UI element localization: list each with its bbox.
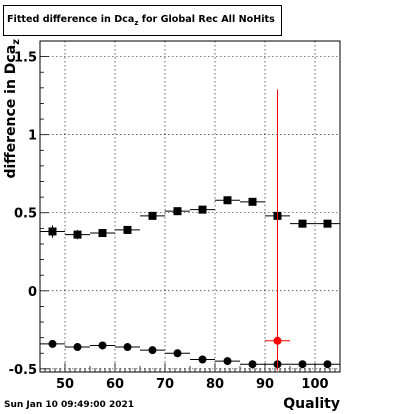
x-tick-label: 90 <box>256 377 274 392</box>
chart-title-box: Fitted difference in Dcaz for Global Rec… <box>3 5 282 36</box>
x-axis-label: Quality <box>283 396 340 412</box>
square-marker <box>123 225 132 234</box>
y-axis-label: difference in Dcaz <box>3 39 22 179</box>
y-tick-label: -0.5 <box>9 363 37 378</box>
square-marker <box>323 219 332 228</box>
y-tick-label: 1.5 <box>14 51 37 66</box>
circle-marker <box>323 360 332 369</box>
circle-marker <box>248 360 257 369</box>
circle-marker <box>148 346 157 355</box>
circle-marker <box>98 341 107 350</box>
square-marker <box>148 211 157 220</box>
x-tick-label: 70 <box>156 377 174 392</box>
square-marker <box>73 230 82 239</box>
x-tick-label: 50 <box>56 377 74 392</box>
highlight-marker <box>273 336 282 345</box>
square-marker <box>198 205 207 214</box>
plot-area <box>40 41 340 372</box>
square-marker <box>48 227 57 236</box>
x-tick-label: 60 <box>106 377 124 392</box>
circle-marker <box>48 339 57 348</box>
y-tick-label: 0.5 <box>14 207 37 222</box>
y-tick-label: 0 <box>28 285 37 300</box>
circle-marker <box>73 343 82 352</box>
circle-marker <box>298 360 307 369</box>
circle-marker <box>173 349 182 358</box>
x-tick-label: 100 <box>301 377 328 392</box>
y-tick-label: 1 <box>28 129 37 144</box>
square-marker <box>248 197 257 206</box>
circle-marker <box>198 355 207 364</box>
square-marker <box>173 207 182 216</box>
chart-title: Fitted difference in Dcaz for Global Rec… <box>7 14 275 27</box>
square-marker <box>298 219 307 228</box>
square-marker <box>98 229 107 238</box>
timestamp-footer: Sun Jan 10 09:49:00 2021 <box>4 400 135 410</box>
circle-marker <box>223 357 232 366</box>
x-tick-label: 80 <box>206 377 224 392</box>
circle-marker <box>123 343 132 352</box>
square-marker <box>223 196 232 205</box>
